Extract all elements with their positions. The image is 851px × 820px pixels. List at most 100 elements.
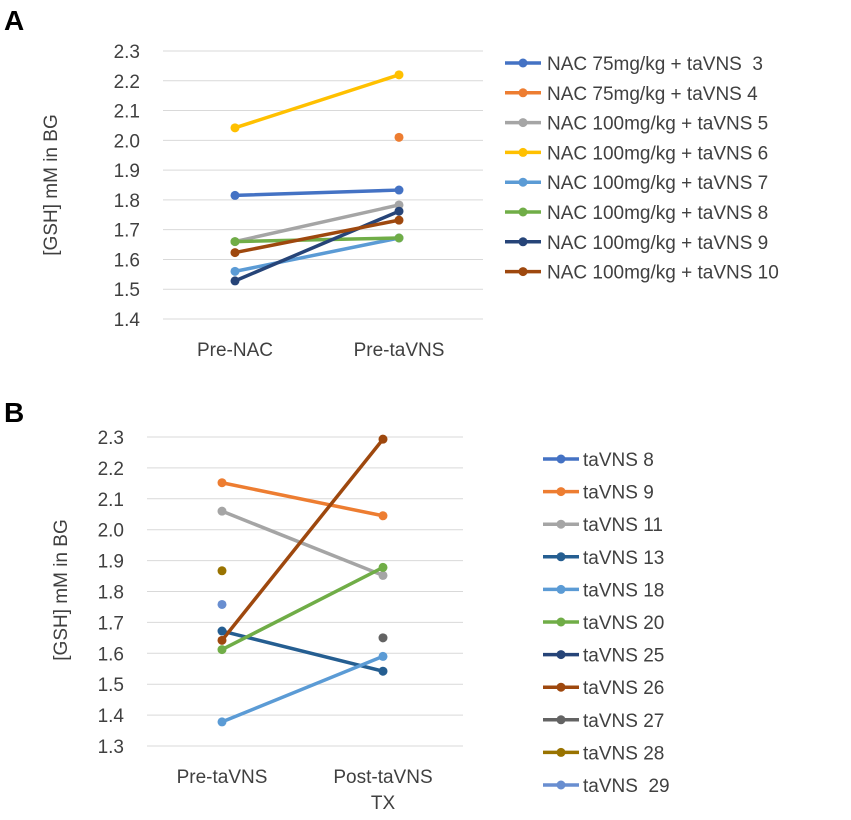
data-point-nac-75mg-kg-tavns-3 [230, 190, 240, 200]
series-line-nac-100mg-kg-tavns-9 [233, 209, 401, 283]
data-point-nac-75mg-kg-tavns-4 [394, 132, 404, 142]
y-tick-label: 2.0 [98, 521, 124, 542]
legend-item: taVNS 18 [543, 580, 664, 601]
panel-b-chart: 1.3 1.4 1.5 1.6 1.7 1.8 1.9 2.0 2.1 2.2 2.3 Pre-ta… [51, 428, 670, 814]
legend-label: taVNS 26 [583, 678, 664, 699]
data-point-tavns-9 [217, 478, 227, 488]
y-tick-label: 1.6 [98, 644, 124, 665]
panel-b-legend: taVNS 8 taVNS 9 taVNS 11 taVNS 13 taVNS 18 ta… [543, 450, 670, 797]
legend-label: NAC 100mg/kg + taVNS 9 [547, 233, 768, 254]
legend-label: NAC 100mg/kg + taVNS 8 [547, 203, 768, 224]
x-category-line: Post-taVNS [333, 767, 432, 788]
legend-swatch-marker [556, 780, 566, 790]
y-tick-label: 2.1 [98, 490, 124, 511]
y-tick-label: 1.5 [114, 280, 140, 301]
legend-label: NAC 75mg/kg + taVNS 3 [547, 54, 763, 75]
legend-label: NAC 100mg/kg + taVNS 7 [547, 173, 768, 194]
data-point-tavns-27 [378, 633, 388, 643]
data-point-tavns-26 [217, 635, 227, 645]
data-point-nac-100mg-kg-tavns-8 [230, 237, 240, 247]
y-tick-label: 2.0 [114, 131, 140, 152]
legend-swatch-marker [556, 682, 566, 692]
x-category-label: Pre-taVNS [177, 767, 268, 788]
legend-swatch-marker [556, 584, 566, 594]
legend-item: NAC 100mg/kg + taVNS 5 [505, 114, 768, 135]
legend-item: taVNS 28 [543, 743, 664, 764]
data-point-tavns-20 [378, 562, 388, 572]
data-point-tavns-29 [217, 599, 227, 609]
legend-swatch-marker [518, 147, 528, 157]
legend-item: taVNS 27 [543, 711, 664, 732]
legend-item: NAC 100mg/kg + taVNS 6 [505, 143, 768, 164]
legend-swatch-marker [556, 650, 566, 660]
legend-swatch-marker [556, 747, 566, 757]
y-tick-label: 1.4 [98, 706, 125, 727]
legend-item: taVNS 9 [543, 483, 654, 504]
legend-item: NAC 100mg/kg + taVNS 7 [505, 173, 768, 194]
series-line-nac-100mg-kg-tavns-10 [233, 218, 401, 255]
legend-item: taVNS 29 [543, 776, 670, 797]
panel-b-x-categories: Pre-taVNS Post-taVNS TX [177, 767, 433, 814]
data-point-nac-100mg-kg-tavns-9 [394, 206, 404, 216]
legend-swatch-marker [518, 58, 528, 68]
panel-a-series-lines [233, 73, 401, 283]
series-line-nac-100mg-kg-tavns-5 [233, 203, 401, 244]
legend-swatch-marker [518, 207, 528, 217]
y-tick-label: 1.7 [114, 221, 140, 242]
panel-letter-b: B [4, 397, 24, 428]
legend-swatch-marker [556, 454, 566, 464]
panel-a-gridlines [163, 50, 483, 320]
data-point-nac-100mg-kg-tavns-9 [230, 276, 240, 286]
legend-swatch-marker [518, 267, 528, 277]
legend-label: taVNS 11 [583, 515, 663, 536]
panel-a-legend: NAC 75mg/kg + taVNS 3 NAC 75mg/kg + taVNS… [505, 54, 779, 284]
x-category-label: Post-taVNS TX [333, 767, 432, 814]
data-point-tavns-11 [217, 506, 227, 516]
y-tick-label: 1.5 [98, 675, 124, 696]
y-tick-label: 2.2 [114, 72, 140, 93]
series-line-nac-100mg-kg-tavns-8 [233, 236, 401, 244]
legend-item: taVNS 11 [543, 515, 663, 536]
legend-label: taVNS 9 [583, 483, 654, 504]
y-tick-label: 1.8 [114, 191, 140, 212]
data-point-tavns-11 [378, 570, 388, 580]
legend-label: NAC 100mg/kg + taVNS 10 [547, 263, 779, 284]
legend-label: NAC 75mg/kg + taVNS 4 [547, 84, 758, 105]
x-category-line: TX [371, 793, 396, 814]
data-point-nac-100mg-kg-tavns-7 [230, 266, 240, 276]
legend-swatch-marker [518, 177, 528, 187]
panel-b-y-ticks: 1.3 1.4 1.5 1.6 1.7 1.8 1.9 2.0 2.1 2.2 2.3 [98, 428, 125, 758]
y-tick-label: 2.3 [98, 428, 124, 449]
panel-a-chart: 1.41.51.61.71.81.92.02.12.22.3 Pre-NAC Pr… [41, 42, 779, 361]
series-line-nac-100mg-kg-tavns-7 [233, 236, 401, 274]
legend-label: taVNS 28 [583, 743, 664, 764]
data-point-nac-75mg-kg-tavns-3 [394, 185, 404, 195]
legend-swatch-marker [556, 519, 566, 529]
data-point-nac-100mg-kg-tavns-10 [230, 248, 240, 258]
panel-letter-a: A [4, 5, 24, 36]
series-line-nac-100mg-kg-tavns-6 [233, 73, 401, 130]
y-tick-label: 1.9 [114, 161, 140, 182]
y-tick-label: 2.1 [114, 102, 140, 123]
data-point-tavns-13 [378, 666, 388, 676]
series-line-tavns-9 [220, 480, 385, 518]
series-line-tavns-20 [220, 565, 385, 652]
series-line-tavns-18 [220, 654, 385, 724]
y-tick-label: 1.4 [114, 310, 141, 331]
panel-b-y-axis-label: [GSH] mM in BG [51, 519, 72, 660]
data-point-nac-100mg-kg-tavns-8 [394, 233, 404, 243]
data-point-nac-100mg-kg-tavns-5 [394, 200, 404, 210]
legend-swatch-marker [556, 552, 566, 562]
legend-item: taVNS 26 [543, 678, 664, 699]
legend-item: NAC 100mg/kg + taVNS 9 [505, 233, 768, 254]
legend-item: taVNS 13 [543, 548, 664, 569]
legend-swatch-marker [556, 617, 566, 627]
y-tick-label: 1.3 [98, 737, 124, 758]
panel-a-y-axis-label: [GSH] mM in BG [41, 114, 62, 255]
series-line-nac-75mg-kg-tavns-3 [233, 188, 401, 198]
legend-swatch-marker [518, 88, 528, 98]
y-tick-label: 2.2 [98, 459, 124, 480]
legend-label: NAC 100mg/kg + taVNS 6 [547, 143, 768, 164]
legend-label: taVNS 18 [583, 580, 664, 601]
data-point-nac-100mg-kg-tavns-10 [394, 215, 404, 225]
